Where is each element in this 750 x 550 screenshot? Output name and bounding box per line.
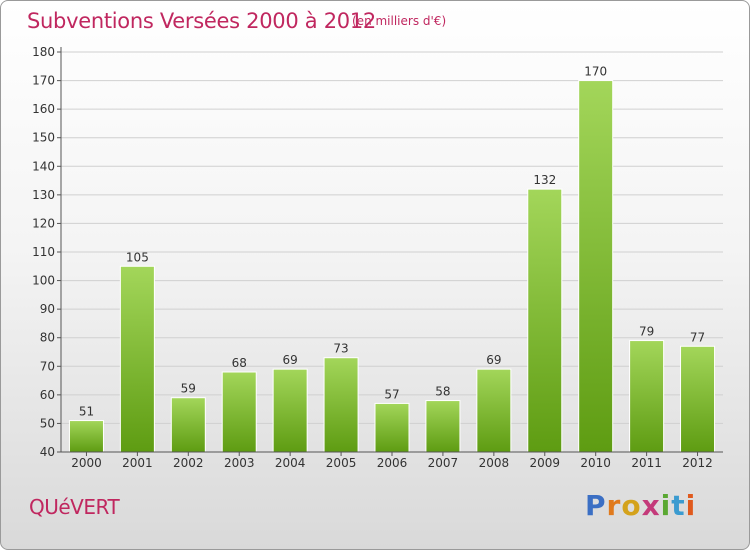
x-tick-label: 2008 [479, 456, 510, 470]
proxiti-logo: Proxiti [585, 489, 696, 522]
logo-letter: i [660, 489, 672, 522]
y-tick-label: 180 [32, 45, 55, 59]
data-label: 79 [639, 325, 654, 339]
x-tick-label: 2002 [173, 456, 204, 470]
y-tick-label: 50 [40, 416, 55, 430]
y-tick-label: 70 [40, 359, 55, 373]
y-tick-label: 140 [32, 159, 55, 173]
bar [170, 397, 206, 453]
logo-letter: o [621, 489, 642, 522]
y-tick-label: 100 [32, 274, 55, 288]
bar [527, 188, 563, 453]
data-label: 57 [384, 387, 399, 401]
chart-title: Subventions Versées 2000 à 2012 [27, 9, 376, 33]
logo-letter: i [685, 489, 697, 522]
y-tick-label: 90 [40, 302, 55, 316]
y-tick-label: 170 [32, 74, 55, 88]
x-tick-label: 2001 [122, 456, 153, 470]
data-label: 73 [333, 342, 348, 356]
logo-letter: r [606, 489, 622, 522]
chart-subtitle: (en milliers d'€) [352, 14, 447, 28]
logo-letter: x [641, 489, 661, 522]
bar [680, 345, 716, 453]
y-tick-label: 160 [32, 102, 55, 116]
data-label: 59 [181, 382, 196, 396]
bar [476, 368, 512, 453]
x-tick-label: 2000 [71, 456, 102, 470]
x-tick-label: 2003 [224, 456, 255, 470]
bar [425, 400, 461, 453]
data-label: 58 [435, 385, 450, 399]
data-label: 69 [283, 353, 298, 367]
commune-name: QUéVERT [29, 495, 120, 519]
y-tick-label: 150 [32, 131, 55, 145]
y-tick-label: 130 [32, 188, 55, 202]
y-tick-label: 110 [32, 245, 55, 259]
data-label: 51 [79, 405, 94, 419]
y-tick-label: 120 [32, 216, 55, 230]
bar [578, 80, 614, 453]
y-tick-label: 60 [40, 388, 55, 402]
bar [374, 402, 410, 453]
data-label: 69 [486, 353, 501, 367]
x-tick-label: 2005 [326, 456, 357, 470]
data-label: 170 [584, 65, 607, 79]
bar [68, 420, 104, 453]
bar [629, 340, 665, 453]
x-tick-label: 2009 [529, 456, 560, 470]
data-label: 105 [126, 250, 149, 264]
logo-letter: P [585, 489, 607, 522]
data-label: 68 [232, 356, 247, 370]
x-tick-label: 2011 [631, 456, 662, 470]
x-tick-label: 2006 [377, 456, 408, 470]
bar [119, 265, 155, 453]
data-label: 77 [690, 330, 705, 344]
x-tick-label: 2004 [275, 456, 306, 470]
y-tick-label: 40 [40, 445, 55, 459]
logo-letter: t [671, 489, 686, 522]
x-tick-label: 2007 [428, 456, 459, 470]
y-tick-label: 80 [40, 331, 55, 345]
bar [221, 371, 257, 453]
data-label: 132 [533, 173, 556, 187]
bar [272, 368, 308, 453]
bar [323, 357, 359, 453]
x-tick-label: 2010 [580, 456, 611, 470]
x-tick-label: 2012 [682, 456, 713, 470]
